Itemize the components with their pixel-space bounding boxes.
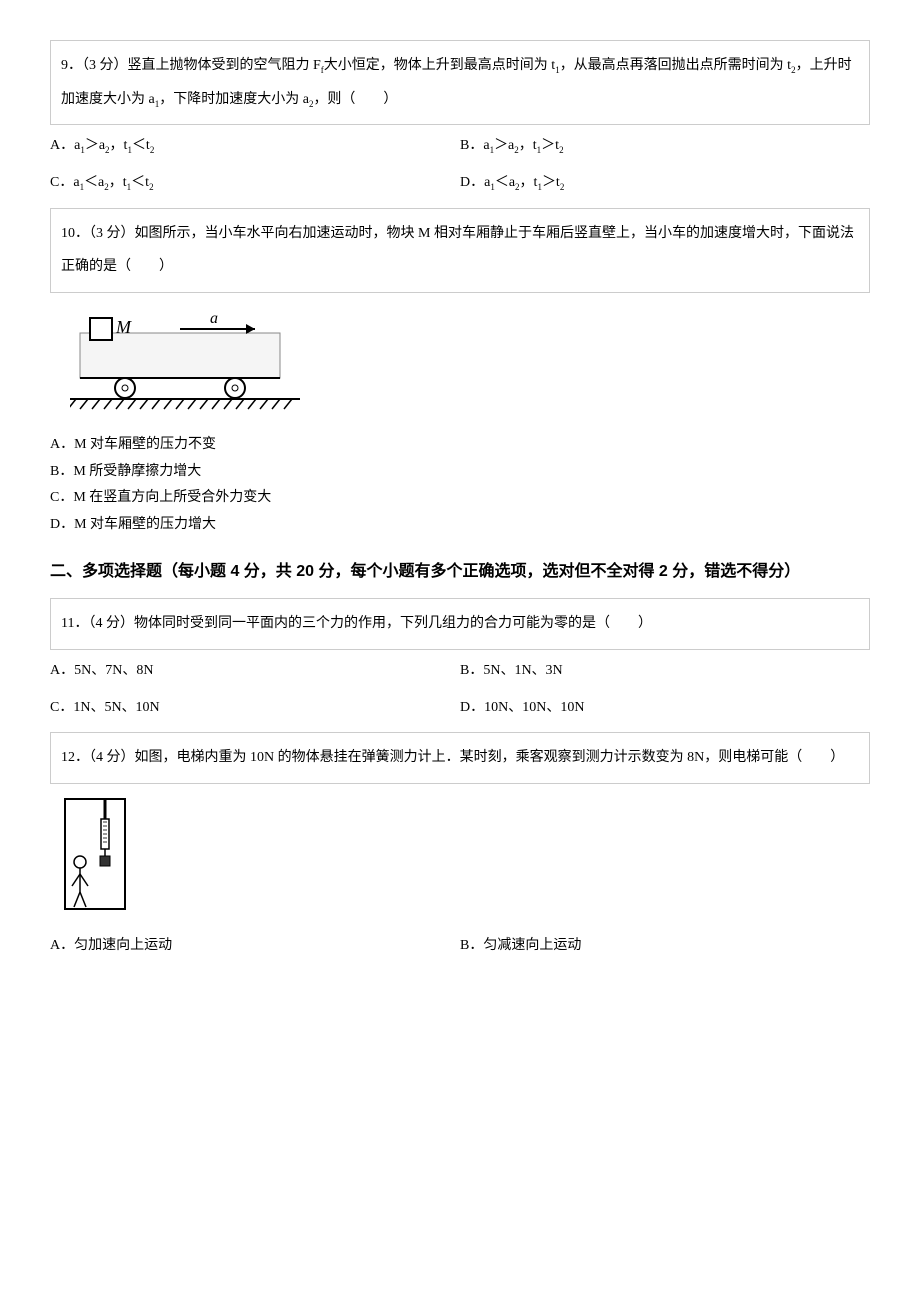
question-12-stem: 12．（4 分）如图，电梯内重为 10N 的物体悬挂在弹簧测力计上．某时刻，乘客… bbox=[50, 732, 870, 784]
q10-options: A．M 对车厢壁的压力不变 B．M 所受静摩擦力增大 C．M 在竖直方向上所受合… bbox=[50, 432, 870, 538]
q11-option-c: C．1N、5N、10N bbox=[50, 695, 460, 720]
q9-option-b: B．a1＞a2，t1＞t2 bbox=[460, 133, 870, 158]
label-a: a bbox=[210, 310, 218, 327]
label-m: M bbox=[115, 317, 132, 337]
q9-option-a: A．a1＞a2，t1＜t2 bbox=[50, 133, 460, 158]
q11-option-a: A．5N、7N、8N bbox=[50, 658, 460, 683]
q10-option-b: B．M 所受静摩擦力增大 bbox=[50, 459, 870, 486]
q10-option-a: A．M 对车厢壁的压力不变 bbox=[50, 432, 870, 459]
section-2-title: 二、多项选择题（每小题 4 分，共 20 分，每个小题有多个正确选项，选对但不全… bbox=[50, 556, 870, 588]
q12-options-row1: A．匀加速向上运动 B．匀减速向上运动 bbox=[50, 933, 870, 958]
q12-text: 12．（4 分）如图，电梯内重为 10N 的物体悬挂在弹簧测力计上．某时刻，乘客… bbox=[61, 750, 844, 765]
q11-option-d: D．10N、10N、10N bbox=[460, 695, 870, 720]
q10-option-d: D．M 对车厢壁的压力增大 bbox=[50, 512, 870, 539]
q9-option-d: D．a1＜a2，t1＞t2 bbox=[460, 170, 870, 195]
q9-options-row1: A．a1＞a2，t1＜t2 B．a1＞a2，t1＞t2 bbox=[50, 133, 870, 158]
q11-options-row2: C．1N、5N、10N D．10N、10N、10N bbox=[50, 695, 870, 720]
q10-text: 10．（3 分）如图所示，当小车水平向右加速运动时，物块 M 相对车厢静止于车厢… bbox=[61, 226, 854, 275]
q11-option-b: B．5N、1N、3N bbox=[460, 658, 870, 683]
q12-option-b: B．匀减速向上运动 bbox=[460, 933, 870, 958]
q12-option-a: A．匀加速向上运动 bbox=[50, 933, 460, 958]
q10-option-c: C．M 在竖直方向上所受合外力变大 bbox=[50, 485, 870, 512]
q11-text: 11．（4 分）物体同时受到同一平面内的三个力的作用，下列几组力的合力可能为零的… bbox=[61, 616, 652, 631]
q11-options-row1: A．5N、7N、8N B．5N、1N、3N bbox=[50, 658, 870, 683]
q9-text: 9．（3 分）竖直上抛物体受到的空气阻力 Ff大小恒定，物体上升到最高点时间为 … bbox=[61, 58, 852, 107]
q10-diagram: M a bbox=[70, 303, 870, 422]
question-9-stem: 9．（3 分）竖直上抛物体受到的空气阻力 Ff大小恒定，物体上升到最高点时间为 … bbox=[50, 40, 870, 125]
question-11-stem: 11．（4 分）物体同时受到同一平面内的三个力的作用，下列几组力的合力可能为零的… bbox=[50, 598, 870, 650]
q9-option-c: C．a1＜a2，t1＜t2 bbox=[50, 170, 460, 195]
q12-diagram bbox=[60, 794, 870, 923]
question-10-stem: 10．（3 分）如图所示，当小车水平向右加速运动时，物块 M 相对车厢静止于车厢… bbox=[50, 208, 870, 293]
q9-options-row2: C．a1＜a2，t1＜t2 D．a1＜a2，t1＞t2 bbox=[50, 170, 870, 195]
